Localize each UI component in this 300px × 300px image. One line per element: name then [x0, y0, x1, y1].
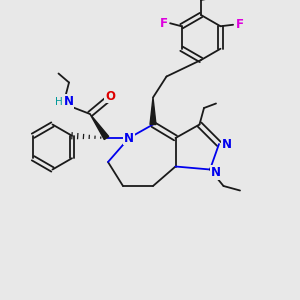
Text: N: N: [124, 131, 134, 145]
Text: F: F: [236, 18, 244, 31]
Text: F: F: [236, 18, 244, 31]
Text: N: N: [211, 166, 221, 179]
Text: F: F: [160, 17, 167, 30]
Polygon shape: [150, 98, 156, 124]
Text: F: F: [160, 17, 167, 30]
Polygon shape: [90, 114, 109, 140]
Text: N: N: [221, 137, 232, 151]
Text: N: N: [63, 94, 74, 108]
Text: O: O: [105, 89, 116, 103]
Text: N: N: [124, 131, 134, 145]
Text: H: H: [55, 97, 62, 107]
Text: N: N: [211, 166, 221, 179]
Text: N: N: [63, 94, 74, 108]
Text: N: N: [221, 137, 232, 151]
Text: H: H: [55, 97, 62, 107]
Text: O: O: [105, 89, 116, 103]
